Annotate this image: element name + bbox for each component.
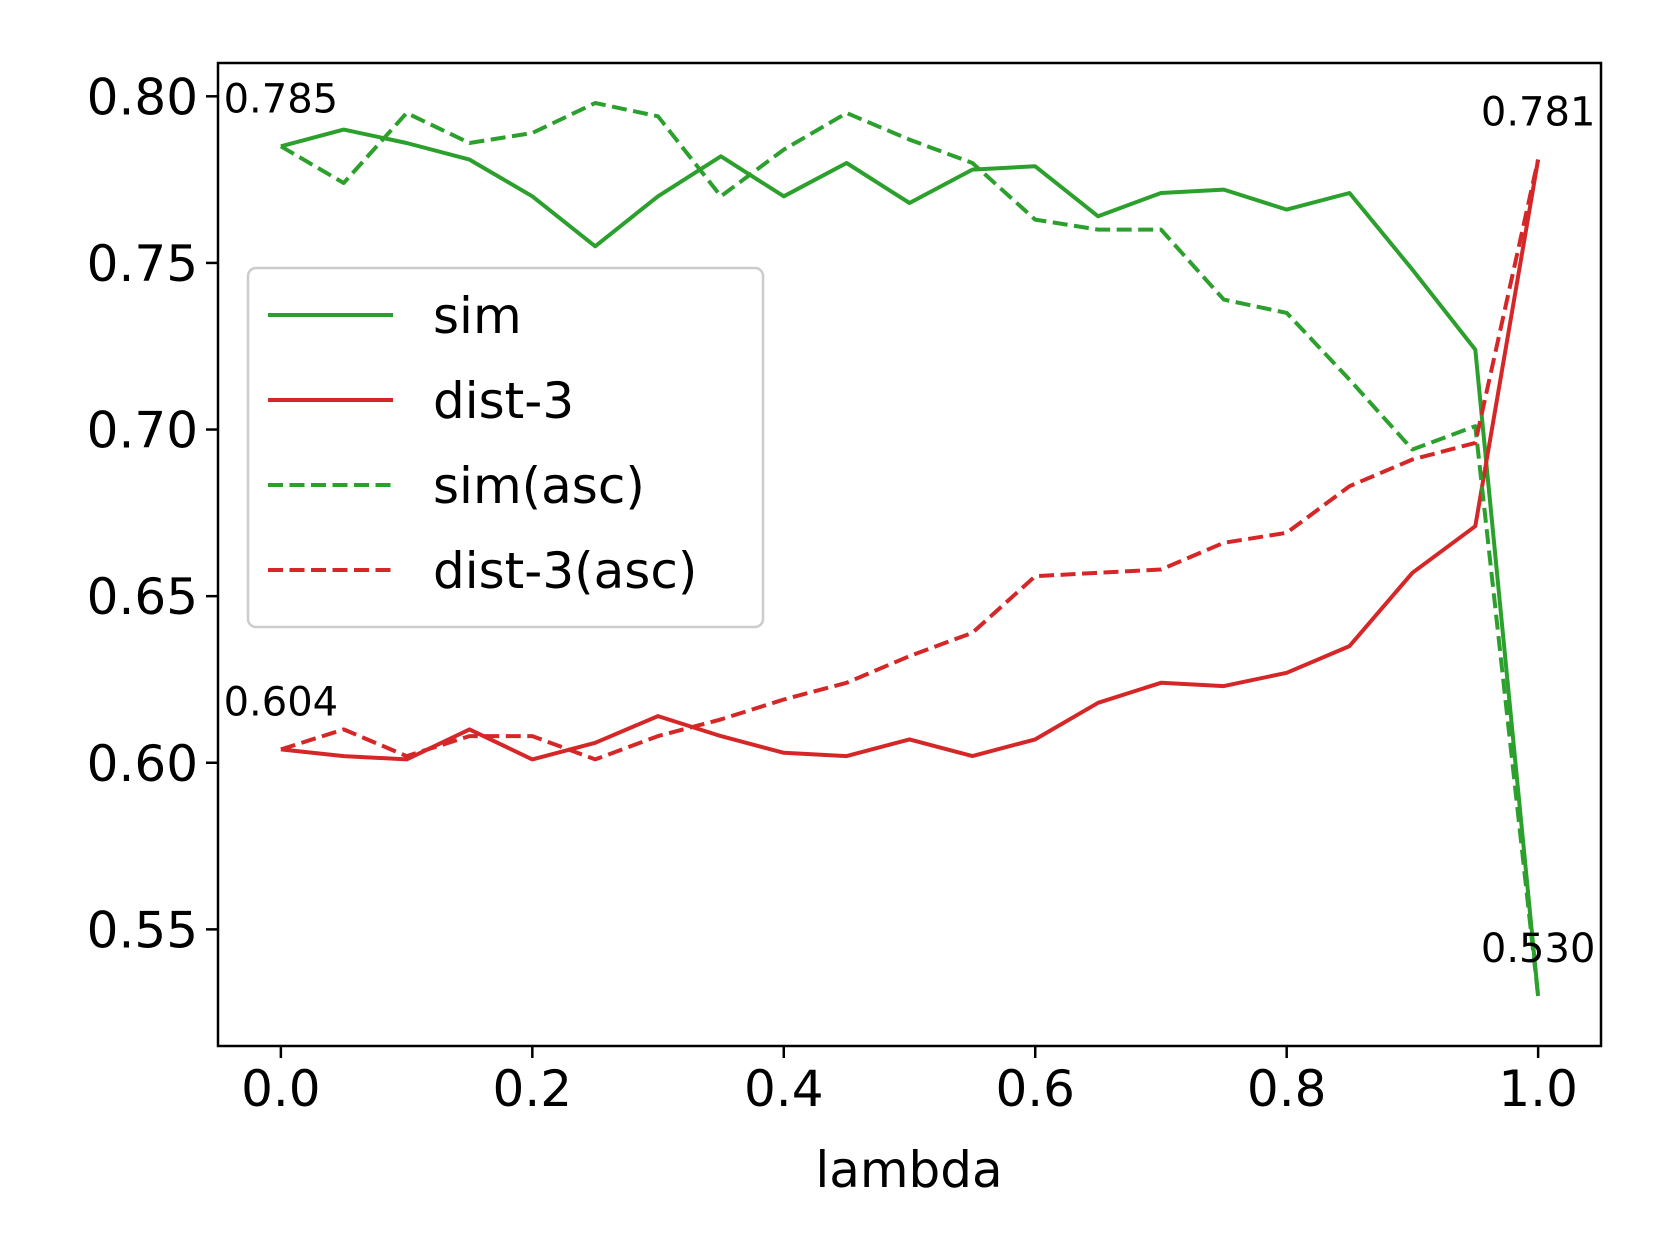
x-tick-label: 0.0 bbox=[241, 1060, 321, 1118]
data-annotation: 0.530 bbox=[1481, 926, 1596, 972]
x-tick-label: 0.8 bbox=[1247, 1060, 1327, 1118]
plot-frame bbox=[216, 61, 1603, 1048]
series-line-dist-3 bbox=[280, 159, 1541, 762]
x-axis-label: lambda bbox=[815, 1141, 1002, 1199]
series-line-dist-3-asc bbox=[280, 159, 1541, 762]
legend-label-dist-3: dist-3 bbox=[433, 372, 574, 430]
y-tick-label: 0.70 bbox=[87, 402, 198, 460]
y-tick-label: 0.55 bbox=[87, 901, 198, 959]
series-layer bbox=[279, 101, 1541, 997]
annotation-layer: 0.785 0.604 0.781 0.530 bbox=[224, 76, 1596, 972]
y-tick-label: 0.65 bbox=[87, 568, 198, 626]
y-tick-label: 0.60 bbox=[87, 735, 198, 793]
legend-label-sim-asc: sim(asc) bbox=[433, 457, 645, 515]
x-tick-label: 0.6 bbox=[995, 1060, 1075, 1118]
data-annotation: 0.604 bbox=[224, 679, 339, 725]
data-annotation: 0.785 bbox=[224, 76, 339, 122]
legend-label-dist-3-asc: dist-3(asc) bbox=[433, 542, 697, 600]
x-axis: 0.0 0.2 0.4 0.6 0.8 1.0 bbox=[241, 1046, 1578, 1118]
y-tick-label: 0.80 bbox=[87, 68, 198, 126]
x-tick-label: 0.4 bbox=[744, 1060, 824, 1118]
legend-box bbox=[246, 266, 765, 629]
series-line-sim-asc bbox=[279, 101, 1541, 997]
x-tick-label: 1.0 bbox=[1498, 1060, 1578, 1118]
y-axis: 0.55 0.60 0.65 0.70 0.75 0.80 bbox=[87, 68, 218, 959]
legend: sim dist-3 sim(asc) dist-3(asc) bbox=[246, 266, 765, 629]
series-line-sim bbox=[280, 127, 1541, 997]
x-tick-label: 0.2 bbox=[493, 1060, 573, 1118]
data-annotation: 0.781 bbox=[1481, 90, 1596, 136]
legend-label-sim: sim bbox=[433, 287, 522, 345]
y-tick-label: 0.75 bbox=[87, 235, 198, 293]
